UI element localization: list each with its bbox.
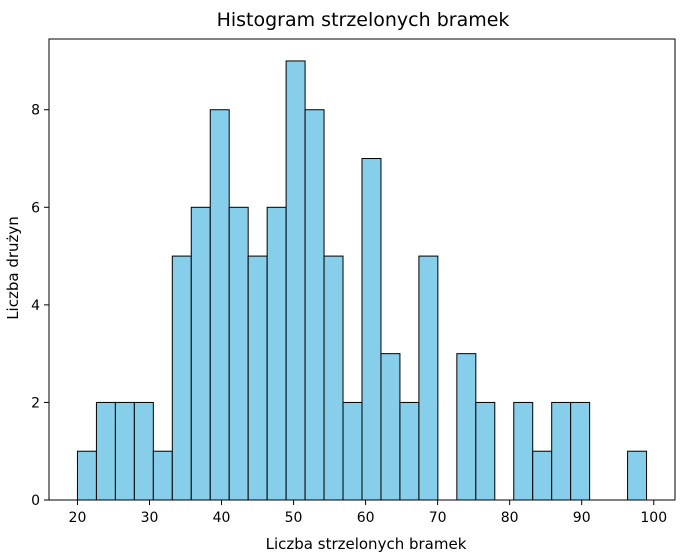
- x-tick-label: 70: [429, 510, 447, 526]
- x-tick-label: 40: [213, 510, 231, 526]
- histogram-bar: [152, 450, 173, 501]
- histogram-bar: [133, 401, 154, 501]
- x-tick-label: 100: [640, 510, 667, 526]
- histogram-bar: [171, 255, 192, 501]
- histogram-bar: [304, 109, 325, 501]
- histogram-bar: [266, 206, 287, 501]
- histogram-bar: [228, 206, 249, 501]
- histogram-bar: [513, 401, 534, 501]
- histogram-bar: [532, 450, 553, 501]
- x-tick-label: 30: [141, 510, 159, 526]
- histogram-bar: [209, 109, 230, 501]
- histogram-bar: [456, 353, 477, 501]
- x-tick-label: 50: [285, 510, 303, 526]
- histogram-bar: [76, 450, 97, 501]
- y-tick-label: 0: [31, 493, 40, 509]
- bars-group: [76, 60, 648, 501]
- histogram-bar: [627, 450, 648, 501]
- chart-title: Histogram strzelonych bramek: [217, 9, 510, 31]
- histogram-bar: [342, 401, 363, 501]
- histogram-bar: [361, 158, 382, 501]
- histogram-bar: [95, 401, 116, 501]
- histogram-bar: [418, 255, 439, 501]
- x-tick-label: 20: [69, 510, 87, 526]
- y-tick-label: 6: [31, 200, 40, 216]
- x-axis-label: Liczba strzelonych bramek: [266, 535, 467, 553]
- x-tick-label: 60: [357, 510, 375, 526]
- y-ticks-group: 0 2 4 6 8: [31, 103, 49, 509]
- histogram-bar: [285, 60, 306, 501]
- histogram-bar: [114, 401, 135, 501]
- histogram-bar: [247, 255, 268, 501]
- histogram-bar: [190, 206, 211, 501]
- histogram-bar: [323, 255, 344, 501]
- histogram-bar: [570, 401, 591, 501]
- x-tick-label: 80: [501, 510, 519, 526]
- plot-frame: [48, 38, 676, 501]
- histogram-bar: [399, 401, 420, 501]
- histogram-bar: [475, 401, 496, 501]
- histogram-bar: [380, 353, 401, 501]
- x-tick-label: 90: [573, 510, 591, 526]
- x-ticks-group: 20 30 40 50 60 70 80 90 100: [69, 500, 667, 526]
- histogram-bar: [551, 401, 572, 501]
- y-axis-label: Liczba drużyn: [4, 216, 22, 320]
- y-tick-label: 2: [31, 395, 40, 411]
- y-tick-label: 4: [31, 298, 40, 314]
- y-tick-label: 8: [31, 103, 40, 119]
